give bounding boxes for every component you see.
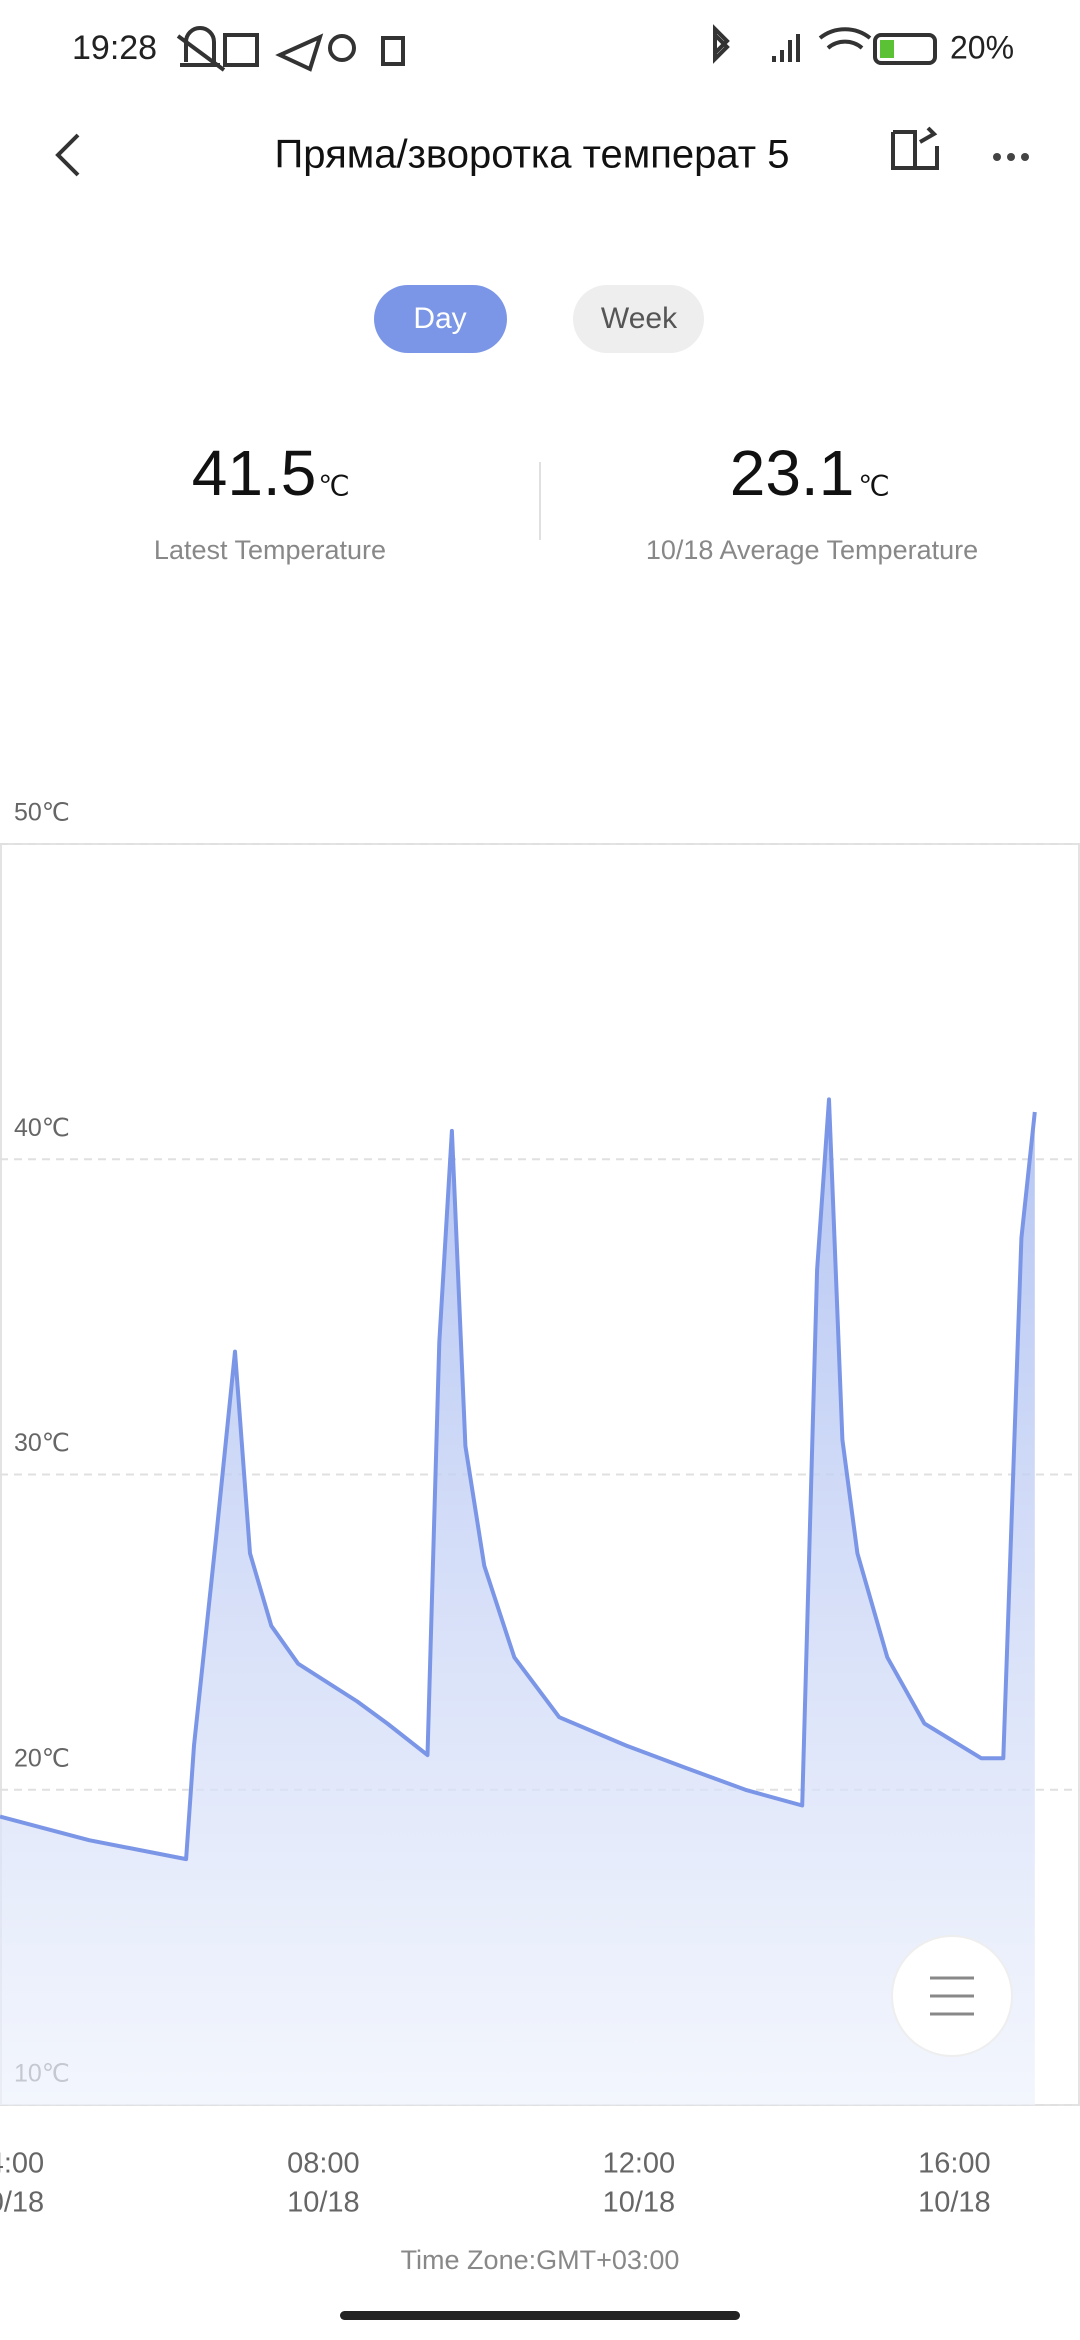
stat-unit: ℃ <box>858 470 889 501</box>
y-tick-label: 40℃ <box>14 1114 70 1142</box>
battery-level: 20% <box>950 29 1014 65</box>
y-tick-label: 20℃ <box>14 1744 70 1772</box>
area-fill <box>0 1099 1035 2105</box>
x-tick-date: 10/18 <box>0 2187 44 2219</box>
tab-week[interactable] <box>573 285 704 353</box>
share-button[interactable] <box>891 126 939 170</box>
x-tick-date: 10/18 <box>918 2187 991 2219</box>
stat-value: 41.5 <box>192 437 317 509</box>
x-tick-label: 16:00 <box>918 2148 991 2180</box>
line <box>0 1097 1037 1862</box>
timezone: Time Zone:GMT+03:00 <box>401 2245 680 2275</box>
tab-label[interactable]: Day <box>413 302 466 335</box>
stat-label: Latest Temperature <box>154 535 386 565</box>
tab-label[interactable]: Week <box>601 302 678 335</box>
home-indicator <box>340 2311 740 2320</box>
y-tick-label: 50℃ <box>14 799 70 827</box>
chart: 10℃20℃30℃40℃50℃04:0010/1808:0010/1812:00… <box>0 799 1080 2219</box>
x-tick-label: 08:00 <box>287 2148 360 2180</box>
tab-day[interactable] <box>374 285 507 353</box>
x-tick-label: 04:00 <box>0 2148 44 2180</box>
x-tick-label: 12:00 <box>603 2148 676 2180</box>
page-title: Пряма/зворотка температ 5 <box>275 133 790 177</box>
stat-unit: ℃ <box>318 470 349 501</box>
y-tick-label: 30℃ <box>14 1429 70 1457</box>
menu-icon <box>930 1976 974 2016</box>
status-time: 19:28 <box>72 29 157 67</box>
stat-label: 10/18 Average Temperature <box>646 535 978 565</box>
back-button[interactable] <box>55 133 80 177</box>
status-icons <box>176 24 937 72</box>
more-button[interactable] <box>993 153 1029 161</box>
x-tick-date: 10/18 <box>603 2187 676 2219</box>
stat-value: 23.1 <box>730 437 855 509</box>
x-tick-date: 10/18 <box>287 2187 360 2219</box>
